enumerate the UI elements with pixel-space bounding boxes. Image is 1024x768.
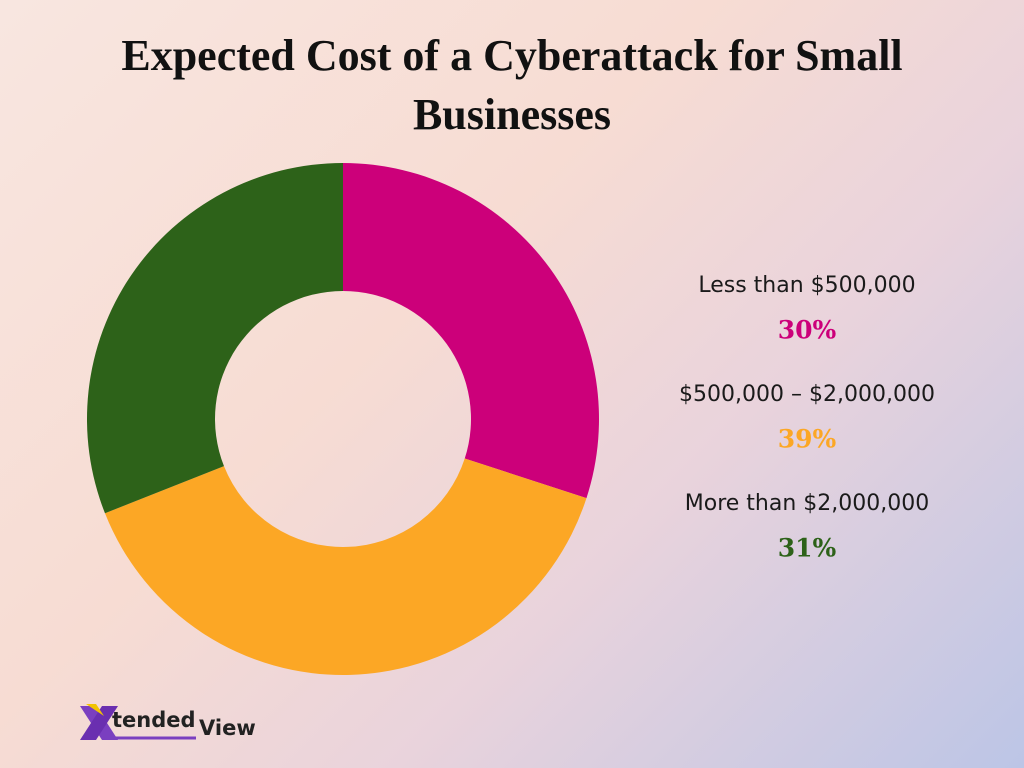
donut-slice (87, 163, 344, 514)
legend-label: Less than $500,000 (698, 273, 915, 298)
logo-text: tended (112, 708, 196, 732)
donut-slice (104, 458, 587, 675)
legend-label: $500,000 – $2,000,000 (679, 382, 935, 407)
value-label: 39% (778, 425, 837, 454)
donut-slice (343, 163, 599, 499)
value-label: 30% (778, 316, 837, 345)
logo: tended View (80, 704, 256, 740)
chart-title: Expected Cost of a Cyberattack for Small… (121, 31, 903, 139)
value-label: 31% (778, 534, 837, 563)
logo-mark (80, 706, 118, 740)
logo-mark (86, 704, 104, 716)
legend-label: More than $2,000,000 (685, 491, 929, 516)
logo-text: View (199, 716, 256, 740)
